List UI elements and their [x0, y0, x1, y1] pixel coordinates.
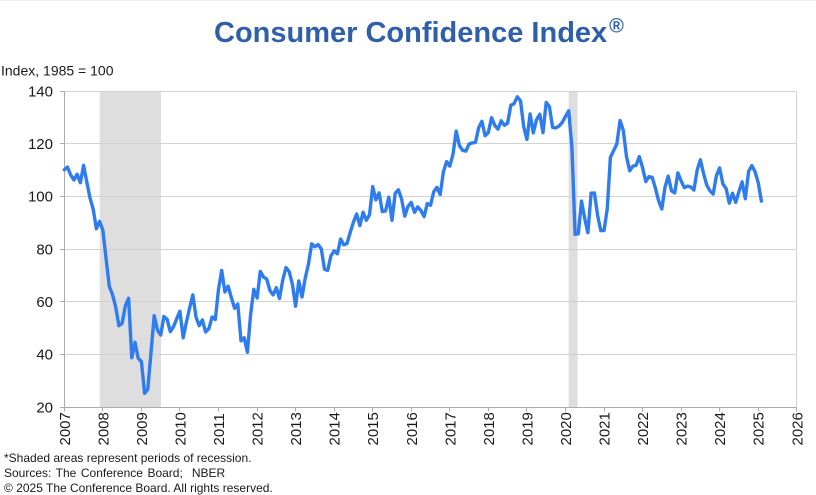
svg-text:2010: 2010 [172, 412, 189, 445]
svg-text:2022: 2022 [635, 412, 652, 445]
svg-text:2011: 2011 [211, 413, 228, 445]
svg-text:2019: 2019 [519, 412, 536, 445]
svg-text:2007: 2007 [57, 412, 74, 445]
svg-text:2023: 2023 [674, 412, 691, 445]
svg-text:2018: 2018 [481, 412, 498, 445]
svg-text:2013: 2013 [288, 412, 305, 445]
svg-text:Consumer Confidence Index®: Consumer Confidence Index ® [214, 15, 624, 49]
svg-text:40: 40 [36, 347, 53, 364]
svg-text:2017: 2017 [442, 412, 459, 445]
svg-text:100: 100 [28, 189, 53, 206]
svg-text:© 2025 The Conference Board. A: © 2025 The Conference Board. All rights … [4, 481, 273, 495]
svg-text:80: 80 [36, 241, 53, 258]
svg-text:2014: 2014 [327, 412, 344, 445]
svg-text:2012: 2012 [250, 412, 267, 445]
svg-text:2020: 2020 [558, 412, 575, 445]
svg-text:2015: 2015 [365, 412, 382, 445]
svg-text:120: 120 [28, 136, 53, 153]
svg-text:2008: 2008 [95, 412, 112, 445]
svg-text:Index, 1985 = 100: Index, 1985 = 100 [1, 63, 114, 79]
svg-text:Sources: The Conference Board;: Sources: The Conference Board; NBER [4, 466, 226, 480]
svg-text:60: 60 [36, 294, 53, 311]
svg-text:2026: 2026 [789, 412, 806, 445]
svg-text:2025: 2025 [751, 412, 768, 445]
svg-text:2016: 2016 [404, 412, 421, 445]
svg-text:140: 140 [28, 83, 53, 100]
svg-text:2009: 2009 [134, 412, 151, 445]
svg-text:2024: 2024 [712, 412, 729, 445]
svg-text:20: 20 [36, 399, 53, 416]
svg-text:*Shaded areas represent period: *Shaded areas represent periods of reces… [4, 451, 251, 465]
svg-text:2021: 2021 [597, 412, 614, 445]
